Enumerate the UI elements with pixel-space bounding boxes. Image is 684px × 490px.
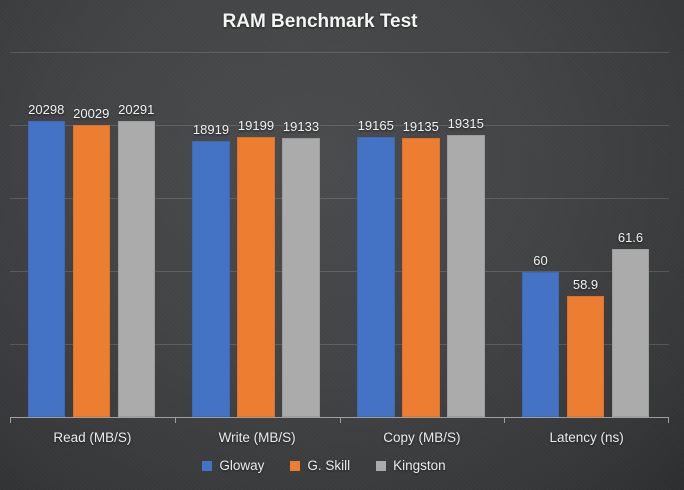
bar-gskill-3	[402, 137, 440, 417]
bar-value-label: 19165	[357, 118, 394, 134]
legend-label: Gloway	[219, 458, 265, 473]
bar-gloway-4	[521, 272, 560, 417]
bar-value-label: 19199	[237, 117, 275, 133]
bar-gloway-2	[192, 140, 230, 417]
chart-title: RAM Benchmark Test	[222, 11, 418, 32]
bar-group-4: 60 58.9 61.6	[504, 52, 669, 417]
bar-value-label: 19135	[402, 118, 439, 134]
axis-tick	[10, 417, 11, 423]
gridline	[10, 344, 669, 345]
axis-tick	[339, 417, 341, 423]
axis-tick	[504, 417, 506, 423]
bar-value-label: 60	[533, 253, 548, 269]
bar-group-3: 19165 19135 19315	[340, 52, 505, 417]
gridline	[10, 271, 669, 272]
bar-gskill-2	[237, 136, 275, 417]
legend-swatch-icon	[290, 460, 301, 471]
legend-swatch-icon	[202, 460, 213, 471]
axis-tick	[174, 417, 176, 423]
legend-swatch-icon	[376, 460, 387, 471]
legend-label: Kingston	[393, 458, 446, 473]
bar-value-label: 19133	[282, 118, 320, 134]
bar-group-1: 20298 20029 20291	[10, 52, 175, 417]
bar-value-label: 19315	[447, 115, 484, 131]
category-label-3: Copy (MB/S)	[383, 430, 461, 445]
bar-value-label: 61.6	[617, 230, 644, 246]
bar-gloway-1	[27, 120, 65, 417]
legend-item-kingston: Kingston	[376, 458, 446, 473]
bar-gloway-3	[357, 137, 395, 417]
category-label-4: Latency (ns)	[549, 430, 624, 445]
bar-gskill-4	[566, 296, 605, 417]
bar-gskill-1	[72, 124, 110, 417]
legend: Gloway G. Skill Kingston	[0, 458, 648, 473]
gridline	[10, 52, 669, 53]
bar-value-label: 20291	[118, 101, 155, 117]
bar-value-label: 20029	[73, 105, 110, 121]
bar-kingston-1	[117, 120, 155, 417]
axis-tick	[668, 417, 669, 423]
bar-value-label: 18919	[192, 121, 230, 137]
bar-kingston-4	[611, 249, 650, 417]
bar-value-label: 20298	[28, 101, 65, 117]
legend-label: G. Skill	[307, 458, 351, 473]
legend-item-gloway: Gloway	[202, 458, 264, 473]
bar-group-2: 18919 19199 19133	[175, 52, 340, 417]
gridline	[10, 125, 669, 126]
bar-kingston-2	[282, 137, 320, 417]
category-axis: Read (MB/S) Write (MB/S) Copy (MB/S) Latenc…	[10, 429, 669, 447]
plot-area: 20298 20029 20291 18919 19199 19133 19165 19135…	[10, 52, 669, 417]
category-label-1: Read (MB/S)	[53, 430, 132, 445]
gridline	[10, 198, 669, 199]
bar-kingston-3	[447, 134, 485, 417]
category-label-2: Write (MB/S)	[218, 430, 296, 445]
legend-item-gskill: G. Skill	[290, 458, 350, 473]
bar-value-label: 58.9	[572, 277, 599, 293]
